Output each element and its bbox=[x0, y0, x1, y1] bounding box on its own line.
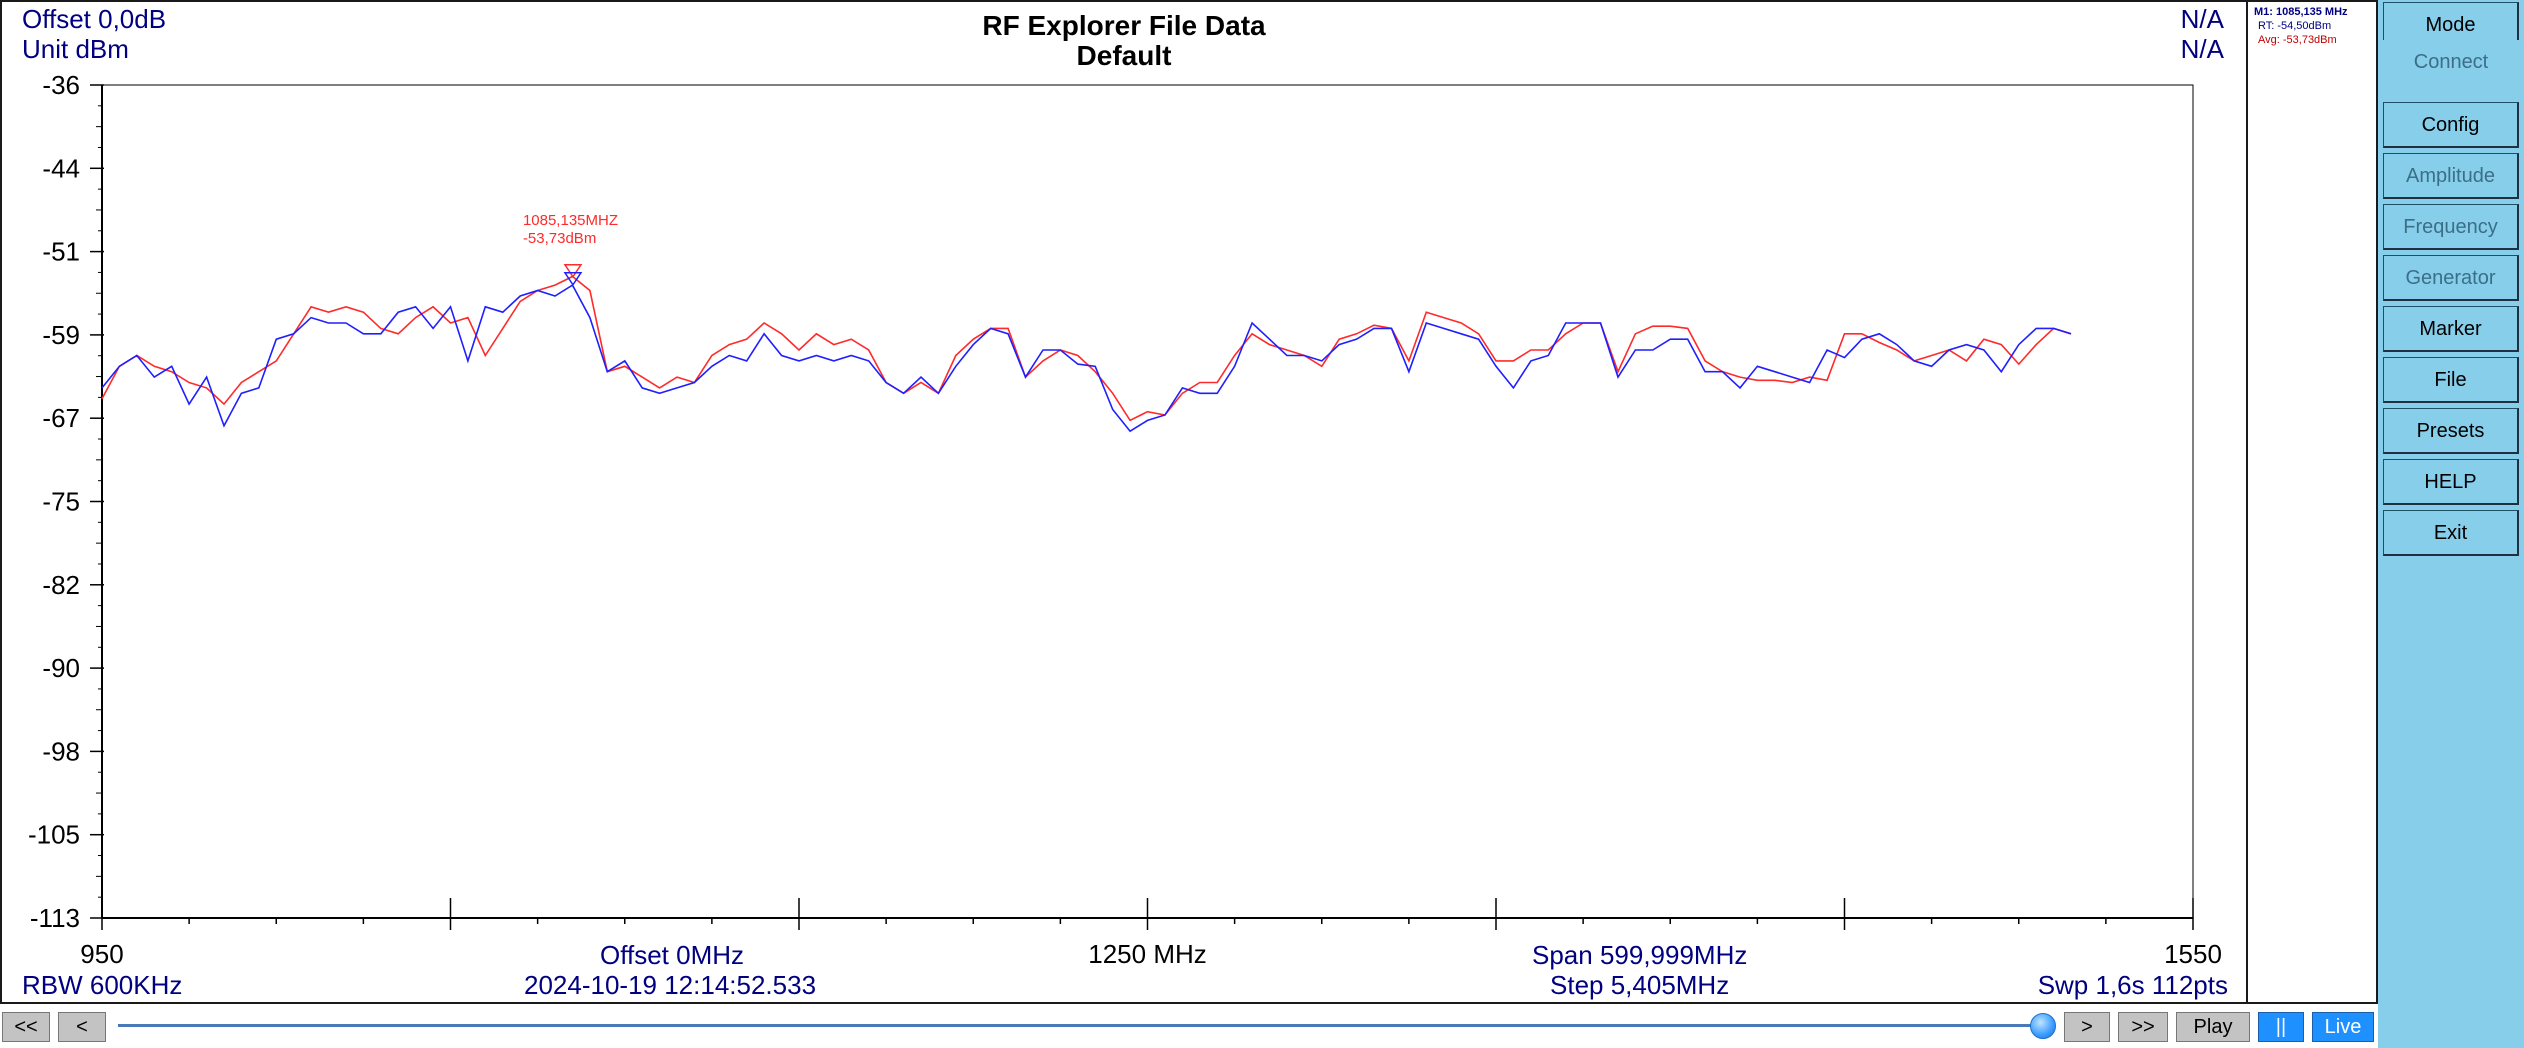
menu-amplitude-button[interactable]: Amplitude bbox=[2383, 153, 2519, 199]
y-tick-label: -75 bbox=[42, 487, 80, 517]
x-tick-label: 1550 bbox=[2164, 939, 2222, 969]
offset-mhz-label: Offset 0MHz bbox=[600, 940, 745, 970]
menu-connect-button[interactable]: Connect bbox=[2383, 40, 2519, 86]
span-label: Span 599,999MHz bbox=[1532, 940, 1748, 970]
menu-file-button[interactable]: File bbox=[2383, 357, 2519, 403]
prev-sweep-button[interactable]: < bbox=[58, 1012, 106, 1042]
marker-m1-info: M1: 1085,135 MHz bbox=[2254, 6, 2348, 18]
marker-info-panel: M1: 1085,135 MHz RT: -54,50dBm Avg: -53,… bbox=[2248, 0, 2378, 1004]
y-tick-label: -51 bbox=[42, 237, 80, 267]
y-tick-label: -44 bbox=[42, 153, 80, 183]
menu-help-button[interactable]: HELP bbox=[2383, 459, 2519, 505]
rbw-label: RBW 600KHz bbox=[22, 970, 183, 1000]
pause-button[interactable]: || bbox=[2258, 1012, 2304, 1042]
menu-generator-button[interactable]: Generator bbox=[2383, 255, 2519, 301]
step-label: Step 5,405MHz bbox=[1550, 970, 1730, 1000]
menu-marker-button[interactable]: Marker bbox=[2383, 306, 2519, 352]
live-button[interactable]: Live bbox=[2312, 1012, 2374, 1042]
y-tick-label: -113 bbox=[30, 903, 80, 933]
marker-triangle[interactable] bbox=[563, 264, 583, 279]
marker-triangle-rt[interactable] bbox=[563, 272, 583, 287]
marker-rt-info: RT: -54,50dBm bbox=[2258, 20, 2332, 32]
menu-presets-button[interactable]: Presets bbox=[2383, 408, 2519, 454]
y-tick-label: -90 bbox=[42, 653, 80, 683]
last-sweep-button[interactable]: >> bbox=[2118, 1012, 2168, 1042]
sweep-label: Swp 1,6s 112pts bbox=[2037, 970, 2228, 1000]
realtime-trace bbox=[101, 283, 2072, 433]
plot-area bbox=[101, 84, 2194, 919]
first-sweep-button[interactable]: << bbox=[2, 1012, 50, 1042]
menu-config-button[interactable]: Config bbox=[2383, 102, 2519, 148]
menu-exit-button[interactable]: Exit bbox=[2383, 510, 2519, 556]
sweep-slider-track[interactable] bbox=[118, 1024, 2048, 1027]
x-tick-label: 950 bbox=[80, 939, 123, 969]
y-tick-label: -59 bbox=[42, 320, 80, 350]
y-tick-label: -36 bbox=[42, 70, 80, 100]
marker-level-label: -53,73dBm bbox=[523, 230, 596, 247]
timestamp-label: 2024-10-19 12:14:52.533 bbox=[524, 970, 817, 1000]
marker-avg-info: Avg: -53,73dBm bbox=[2258, 34, 2337, 46]
y-tick-label: -98 bbox=[42, 736, 80, 766]
x-tick-label: 1250 MHz bbox=[1088, 939, 1207, 969]
y-tick-label: -82 bbox=[42, 570, 80, 600]
spectrum-plot-frame bbox=[0, 0, 2248, 1004]
menu-frequency-button[interactable]: Frequency bbox=[2383, 204, 2519, 250]
y-tick-label: -67 bbox=[42, 403, 80, 433]
offset-db-label: Offset 0,0dB bbox=[22, 4, 167, 34]
marker-freq-label: 1085,135MHZ bbox=[523, 212, 618, 229]
sweep-slider-thumb[interactable] bbox=[2030, 1013, 2056, 1039]
menu-panel: Mode Connect Config Amplitude Frequency … bbox=[2378, 0, 2524, 1048]
y-tick-label: -105 bbox=[28, 820, 80, 850]
next-sweep-button[interactable]: > bbox=[2064, 1012, 2110, 1042]
unit-label: Unit dBm bbox=[22, 34, 129, 64]
average-trace bbox=[101, 275, 2072, 422]
chart-subtitle: Default bbox=[1076, 40, 1172, 71]
na-top-label: N/A bbox=[2180, 4, 2224, 34]
chart-title: RF Explorer File Data bbox=[982, 10, 1266, 41]
na-bottom-label: N/A bbox=[2180, 34, 2224, 64]
play-button[interactable]: Play bbox=[2176, 1012, 2250, 1042]
